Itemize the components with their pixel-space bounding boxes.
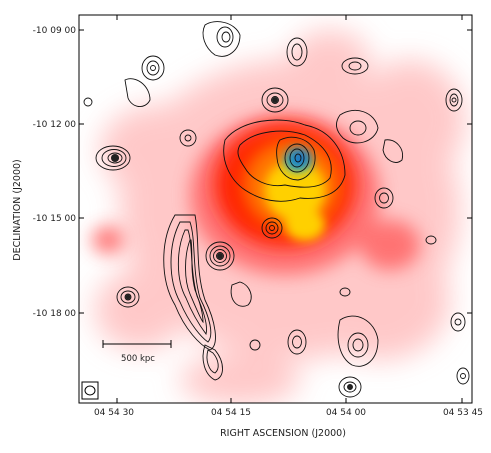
radio-contours — [83, 21, 470, 398]
y-tick-label: -10 12 00 — [33, 120, 77, 130]
y-tick-label: -10 09 00 — [33, 26, 77, 36]
x-tick-label: 04 54 30 — [94, 408, 134, 418]
scale-bar: 500 kpc — [102, 340, 172, 364]
x-tick-label: 04 53 45 — [443, 408, 483, 418]
plot-frame — [78, 14, 473, 404]
xray-emission-map — [92, 30, 465, 403]
x-axis-title: RIGHT ASCENSION (J2000) — [220, 428, 346, 439]
x-tick-label: 04 54 15 — [211, 408, 251, 418]
x-tick-label: 04 54 00 — [326, 408, 366, 418]
y-tick-labels: -10 09 00 -10 12 00 -10 15 00 -10 18 00 — [33, 26, 77, 319]
compact-source-cores — [111, 97, 353, 390]
y-tick-label: -10 15 00 — [33, 214, 77, 224]
x-tick-labels: 04 54 30 04 54 15 04 54 00 04 53 45 — [94, 408, 483, 418]
y-tick-label: -10 18 00 — [33, 309, 77, 319]
axis-ticks — [79, 15, 472, 403]
beam-box — [81, 381, 99, 400]
y-axis-title: DECLINATION (J2000) — [12, 159, 23, 261]
scale-bar-label: 500 kpc — [121, 354, 155, 364]
